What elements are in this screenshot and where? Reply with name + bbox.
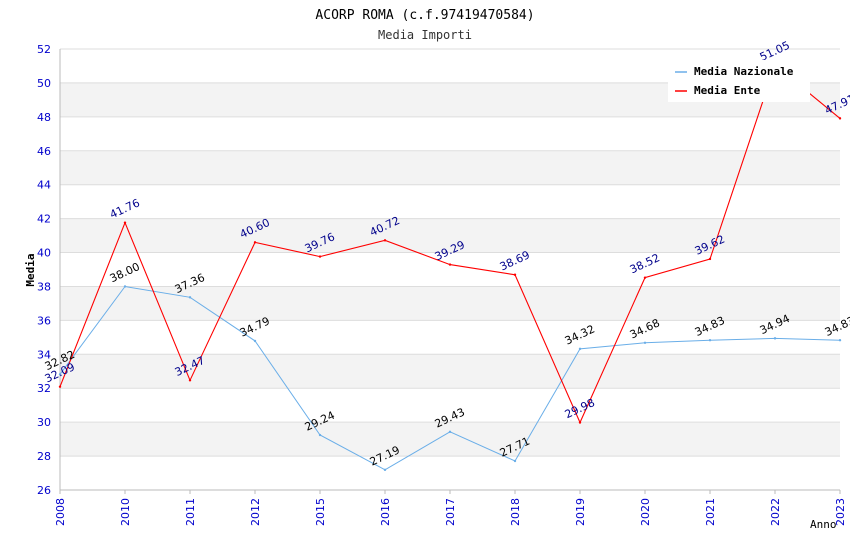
x-tick-label: 2020 [639, 498, 652, 526]
x-tick-label: 2012 [249, 498, 262, 526]
data-label-media-ente: 38.52 [628, 251, 662, 276]
background-bands [60, 82, 840, 457]
background-band [60, 286, 840, 321]
chart-subtitle: Media Importi [378, 28, 472, 42]
x-tick-label: 2015 [314, 498, 327, 526]
y-tick-label: 40 [37, 247, 51, 260]
data-point-media-ente [643, 276, 647, 279]
data-point-media-ente [383, 239, 387, 242]
x-tick-label: 2017 [444, 498, 457, 526]
data-point-media-nazionale [513, 459, 517, 463]
y-tick-label: 32 [37, 382, 51, 395]
data-point-media-nazionale [188, 296, 192, 299]
data-point-media-ente [448, 263, 452, 266]
x-tick-label: 2008 [54, 498, 67, 526]
y-axis-ticks: 26 28 30 32 34 36 38 40 42 44 46 48 50 52 [37, 43, 51, 497]
data-point-media-nazionale [383, 468, 387, 472]
data-point-media-nazionale [643, 341, 647, 344]
y-tick-label: 44 [37, 179, 51, 192]
data-point-media-nazionale [58, 373, 62, 376]
legend-label-media-nazionale: Media Nazionale [694, 65, 794, 78]
x-tick-label: 2010 [119, 498, 132, 526]
y-tick-label: 30 [37, 416, 51, 429]
x-tick-label: 2011 [184, 498, 197, 526]
data-label-media-nazionale: 38.00 [108, 260, 142, 285]
x-axis-label: Anno [810, 518, 837, 531]
y-tick-label: 42 [37, 213, 51, 226]
x-tick-label: 2023 [834, 498, 847, 526]
chart-title: ACORP ROMA (c.f.97419470584) [315, 8, 534, 23]
data-point-media-nazionale [318, 433, 322, 437]
x-tick-label: 2019 [574, 498, 587, 526]
x-tick-label: 2018 [509, 498, 522, 526]
data-point-media-ente [318, 255, 322, 258]
data-label-media-nazionale: 34.32 [563, 323, 597, 348]
x-tick-label: 2022 [769, 498, 782, 526]
data-point-media-nazionale [448, 430, 452, 434]
y-tick-label: 52 [37, 43, 51, 56]
data-point-media-ente [253, 241, 257, 244]
y-tick-label: 38 [37, 280, 51, 293]
background-band [60, 150, 840, 185]
series-group [58, 63, 842, 472]
data-point-media-nazionale [253, 339, 257, 343]
y-tick-label: 48 [37, 111, 51, 124]
background-band [60, 354, 840, 389]
data-label-media-ente: 41.76 [108, 196, 142, 221]
y-axis-label: Media [24, 253, 37, 286]
legend-label-media-ente: Media Ente [694, 84, 761, 97]
data-label-media-ente: 29.98 [563, 396, 597, 421]
data-point-media-nazionale [708, 339, 712, 342]
x-tick-label: 2016 [379, 498, 392, 526]
data-point-media-ente [838, 117, 842, 120]
data-point-media-ente [188, 379, 192, 382]
data-point-media-nazionale [578, 347, 582, 351]
legend: Media Nazionale Media Ente [668, 60, 810, 102]
x-axis-ticks: 2008 2010 2011 2012 2015 2016 2017 2018 2019 2020… [54, 498, 847, 526]
y-tick-label: 50 [37, 77, 51, 90]
y-tick-label: 26 [37, 484, 51, 497]
y-tick-label: 34 [37, 348, 51, 361]
data-point-media-ente [708, 257, 712, 261]
y-tick-label: 36 [37, 314, 51, 327]
legend-box [668, 60, 810, 102]
data-point-media-ente [123, 221, 127, 224]
background-band [60, 422, 840, 457]
x-tick-label: 2021 [704, 498, 717, 526]
y-tick-label: 46 [37, 145, 51, 158]
data-point-media-ente [578, 421, 582, 424]
y-tick-label: 28 [37, 450, 51, 463]
data-point-media-ente [58, 385, 62, 388]
data-point-media-nazionale [773, 337, 777, 340]
data-point-media-ente [513, 273, 517, 276]
data-point-media-nazionale [838, 339, 842, 342]
data-point-media-nazionale [123, 285, 127, 288]
background-band [60, 218, 840, 253]
